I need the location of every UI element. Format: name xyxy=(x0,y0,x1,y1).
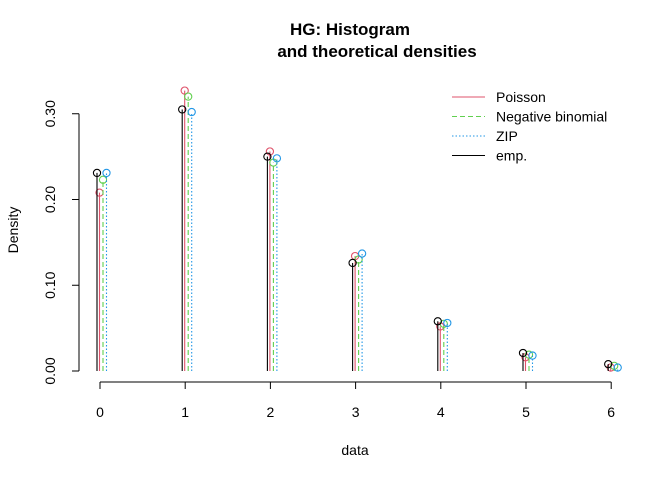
density-point xyxy=(357,249,367,258)
legend-label: emp. xyxy=(496,148,527,164)
density-point xyxy=(348,258,357,268)
legend-label: Poisson xyxy=(496,89,546,105)
density-point xyxy=(184,92,193,101)
x-axis: 0 1 2 3 4 5 6 xyxy=(96,381,615,420)
x-axis-label: data xyxy=(341,442,368,458)
density-point xyxy=(187,107,196,117)
density-point xyxy=(528,351,537,360)
x-tick-label: 5 xyxy=(522,404,530,420)
x-tick-label: 2 xyxy=(267,404,275,420)
series-zip xyxy=(102,107,622,372)
density-point xyxy=(524,350,534,359)
density-point xyxy=(613,363,622,372)
x-tick-label: 3 xyxy=(352,404,360,420)
chart-title-line-1: HG: Histogram xyxy=(290,20,410,39)
chart-marks xyxy=(92,86,622,372)
density-point xyxy=(98,175,108,184)
density-point xyxy=(180,86,189,95)
density-point xyxy=(102,168,111,178)
y-tick-label: 0.30 xyxy=(42,100,58,127)
x-tick-label: 4 xyxy=(437,404,445,420)
series-emp- xyxy=(92,105,613,371)
x-tick-label: 6 xyxy=(607,404,615,420)
density-point xyxy=(92,168,102,178)
y-tick-label: 0.00 xyxy=(42,357,58,384)
legend-label: ZIP xyxy=(496,128,518,144)
density-point xyxy=(433,317,442,326)
series-poisson xyxy=(95,86,615,372)
chart-title-line-2: and theoretical densities xyxy=(277,42,476,61)
density-point xyxy=(518,348,528,358)
legend: Poisson Negative binomial ZIP emp. xyxy=(452,89,607,164)
legend-label: Negative binomial xyxy=(496,109,607,125)
y-tick-label: 0.20 xyxy=(42,186,58,213)
series-negative-binomial xyxy=(98,92,619,371)
density-point xyxy=(263,152,272,161)
density-point xyxy=(604,359,613,369)
density-point xyxy=(178,105,187,114)
y-axis-label: Density xyxy=(5,207,21,254)
density-point xyxy=(443,318,452,328)
density-point xyxy=(272,154,282,163)
x-tick-label: 1 xyxy=(181,404,189,420)
y-tick-label: 0.10 xyxy=(42,271,58,298)
density-point xyxy=(354,255,363,264)
y-axis: 0.00 0.10 0.20 0.30 xyxy=(42,100,80,385)
x-tick-label: 0 xyxy=(96,404,104,420)
density-point xyxy=(265,147,275,156)
